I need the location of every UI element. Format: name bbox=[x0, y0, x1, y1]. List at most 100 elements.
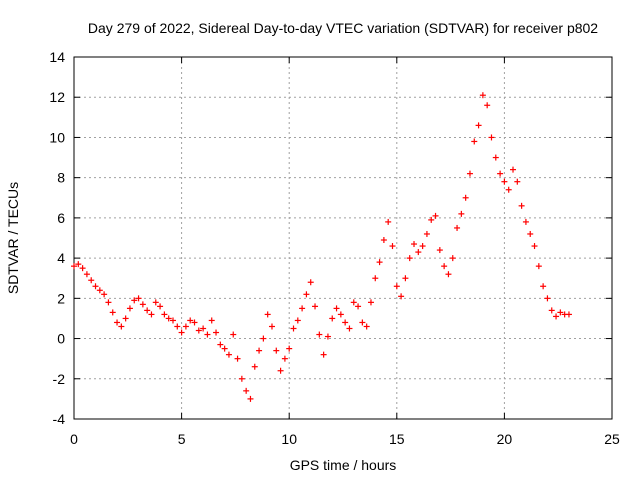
y-tick-label: 12 bbox=[49, 89, 65, 105]
data-point bbox=[294, 317, 301, 324]
data-point bbox=[415, 249, 422, 256]
data-point bbox=[535, 263, 542, 270]
data-point bbox=[174, 323, 181, 330]
data-point bbox=[213, 329, 220, 336]
data-point bbox=[139, 301, 146, 308]
axis-ticks bbox=[73, 56, 613, 420]
data-point bbox=[260, 335, 267, 342]
y-tick-labels: -4 -2 0 2 4 6 8 10 12 14 bbox=[49, 49, 65, 427]
data-point bbox=[484, 102, 491, 109]
data-point bbox=[462, 194, 469, 201]
data-point bbox=[449, 255, 456, 262]
data-point bbox=[376, 259, 383, 266]
data-point bbox=[527, 230, 534, 237]
data-point bbox=[367, 299, 374, 306]
data-point bbox=[195, 327, 202, 334]
data-point bbox=[458, 210, 465, 217]
data-point bbox=[479, 92, 486, 99]
data-point bbox=[187, 317, 194, 324]
data-point bbox=[398, 293, 405, 300]
data-point bbox=[152, 299, 159, 306]
data-point bbox=[445, 271, 452, 278]
data-point bbox=[169, 317, 176, 324]
data-point bbox=[324, 333, 331, 340]
data-point bbox=[307, 279, 314, 286]
data-point bbox=[411, 241, 418, 248]
data-point bbox=[178, 329, 185, 336]
data-point bbox=[557, 309, 564, 316]
x-tick-label: 25 bbox=[604, 431, 620, 447]
data-point bbox=[122, 315, 129, 322]
data-point bbox=[225, 351, 232, 358]
data-point bbox=[148, 311, 155, 318]
data-point bbox=[243, 387, 250, 394]
data-point bbox=[510, 166, 517, 173]
data-point bbox=[531, 243, 538, 250]
data-point bbox=[281, 355, 288, 362]
data-point bbox=[256, 347, 263, 354]
data-point bbox=[79, 265, 86, 272]
data-point bbox=[208, 317, 215, 324]
data-point bbox=[475, 122, 482, 129]
y-tick-label: -2 bbox=[53, 371, 66, 387]
data-point bbox=[544, 295, 551, 302]
data-point bbox=[436, 247, 443, 254]
data-point bbox=[230, 331, 237, 338]
data-point bbox=[565, 311, 572, 318]
data-point bbox=[346, 325, 353, 332]
data-point bbox=[286, 345, 293, 352]
y-tick-label: 4 bbox=[57, 250, 65, 266]
data-point bbox=[380, 237, 387, 244]
data-point bbox=[492, 154, 499, 161]
data-point bbox=[109, 309, 116, 316]
data-point bbox=[105, 299, 112, 306]
data-point bbox=[505, 186, 512, 193]
x-tick-label: 5 bbox=[178, 431, 186, 447]
x-tick-label: 10 bbox=[281, 431, 297, 447]
data-point bbox=[221, 345, 228, 352]
data-point bbox=[182, 323, 189, 330]
y-tick-label: 8 bbox=[57, 170, 65, 186]
data-point bbox=[217, 341, 224, 348]
data-points bbox=[71, 92, 572, 402]
data-point bbox=[126, 305, 133, 312]
data-point bbox=[234, 355, 241, 362]
data-point bbox=[312, 303, 319, 310]
data-point bbox=[466, 170, 473, 177]
data-point bbox=[131, 297, 138, 304]
data-point bbox=[88, 277, 95, 284]
y-tick-label: 2 bbox=[57, 290, 65, 306]
x-tick-label: 20 bbox=[497, 431, 513, 447]
data-point bbox=[488, 134, 495, 141]
y-axis-label: SDTVAR / TECUs bbox=[5, 182, 21, 294]
data-point bbox=[333, 305, 340, 312]
data-point bbox=[165, 315, 172, 322]
x-tick-labels: 0 5 10 15 20 25 bbox=[70, 431, 620, 447]
data-point bbox=[359, 319, 366, 326]
data-point bbox=[337, 311, 344, 318]
data-point bbox=[264, 311, 271, 318]
grid-lines bbox=[74, 57, 612, 419]
data-point bbox=[114, 319, 121, 326]
data-point bbox=[441, 263, 448, 270]
data-point bbox=[389, 243, 396, 250]
y-tick-label: 10 bbox=[49, 129, 65, 145]
data-point bbox=[101, 291, 108, 298]
data-point bbox=[92, 283, 99, 290]
data-point bbox=[540, 283, 547, 290]
data-point bbox=[277, 367, 284, 374]
data-point bbox=[471, 138, 478, 145]
data-point bbox=[191, 319, 198, 326]
y-tick-label: 0 bbox=[57, 331, 65, 347]
data-point bbox=[402, 275, 409, 282]
data-point bbox=[144, 307, 151, 314]
data-point bbox=[385, 218, 392, 225]
data-point bbox=[406, 255, 413, 262]
y-tick-label: 14 bbox=[49, 49, 65, 65]
data-point bbox=[161, 311, 168, 318]
data-point bbox=[342, 319, 349, 326]
data-point bbox=[268, 323, 275, 330]
y-tick-label: -4 bbox=[53, 411, 66, 427]
x-tick-label: 0 bbox=[70, 431, 78, 447]
